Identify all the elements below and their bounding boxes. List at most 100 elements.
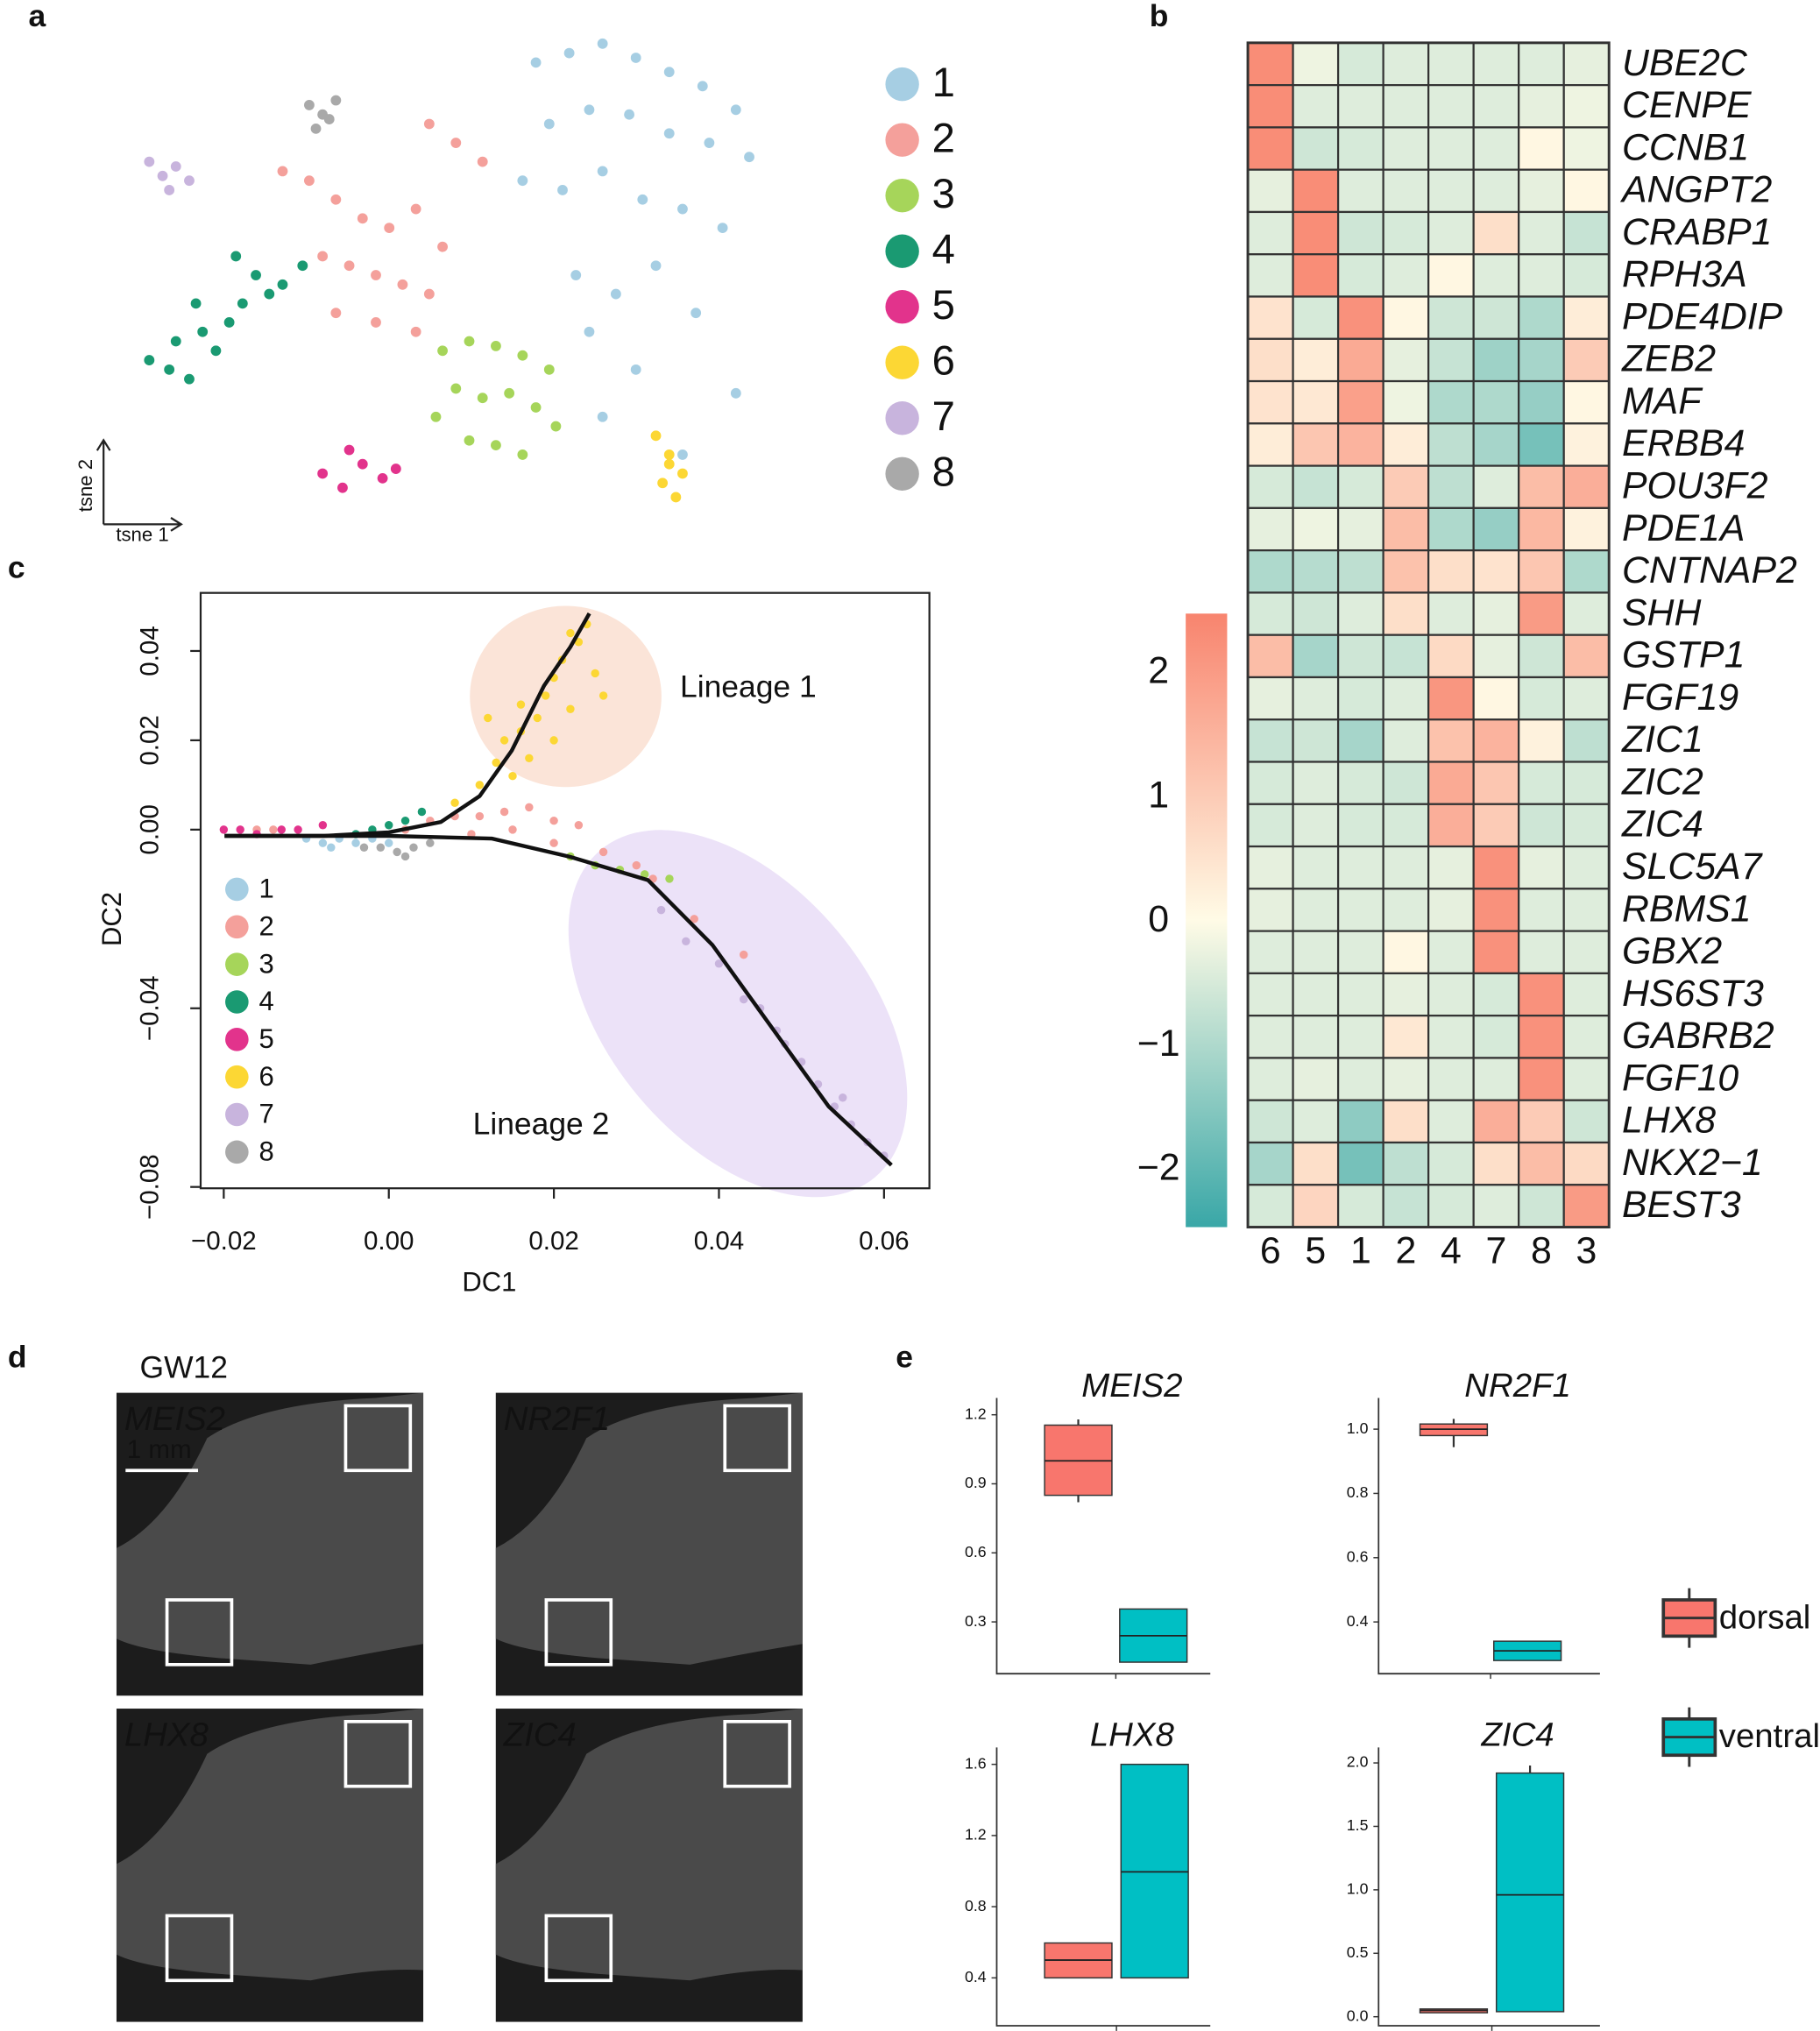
heat-cell — [1562, 464, 1611, 509]
point — [337, 482, 348, 493]
legend-label: 8 — [258, 1136, 273, 1167]
heat-cell — [1518, 845, 1565, 890]
heat-cell — [1562, 676, 1611, 721]
row-label: ZIC4 — [1621, 803, 1703, 846]
point — [663, 128, 675, 139]
point — [400, 852, 410, 861]
legend-label: 7 — [258, 1099, 273, 1129]
heat-cell — [1292, 591, 1340, 636]
heat-cell — [1336, 84, 1384, 129]
point — [598, 847, 608, 857]
point — [566, 628, 575, 638]
point — [417, 807, 427, 817]
legend-swatch — [885, 178, 919, 213]
point — [464, 435, 475, 446]
heat-cell — [1472, 464, 1520, 509]
legend-label: 6 — [932, 338, 955, 385]
point — [327, 843, 336, 852]
plot-frame — [199, 591, 931, 1190]
panel-label: b — [1150, 0, 1169, 33]
heat-cell — [1518, 84, 1565, 129]
heat-cell — [1382, 126, 1430, 171]
point — [624, 109, 634, 120]
column-label: 7 — [1485, 1229, 1506, 1271]
heat-cell — [1518, 1141, 1565, 1186]
legend-swatch — [225, 952, 249, 976]
heat-cell — [1518, 972, 1565, 1017]
heat-cell — [1292, 1015, 1340, 1059]
point — [574, 821, 584, 830]
point — [377, 472, 388, 484]
axes — [995, 1747, 1211, 2027]
heat-cell — [1336, 930, 1384, 974]
heat-cell — [1336, 126, 1384, 171]
heat-cell — [1562, 126, 1611, 171]
point — [144, 355, 155, 365]
point — [682, 937, 690, 946]
row-label: FGF10 — [1622, 1057, 1739, 1099]
heat-cell — [1246, 422, 1294, 467]
heat-cell — [1246, 41, 1294, 87]
panel-label: a — [28, 0, 46, 33]
point — [423, 288, 435, 300]
inset-box — [343, 1404, 413, 1473]
point — [557, 185, 568, 195]
point — [499, 807, 509, 817]
heat-cell — [1292, 295, 1340, 340]
point — [277, 166, 288, 177]
point — [323, 114, 335, 124]
point — [277, 825, 287, 834]
point — [190, 298, 202, 309]
heat-cell — [1562, 845, 1611, 890]
heat-cell — [1246, 845, 1294, 890]
heat-cell — [1292, 41, 1340, 87]
point — [330, 95, 342, 106]
row-label: ANGPT2 — [1619, 169, 1773, 211]
point — [550, 421, 562, 432]
point — [330, 194, 342, 205]
heat-cell — [1382, 168, 1430, 214]
point — [517, 350, 528, 361]
inset-box — [165, 1598, 234, 1667]
heat-cell — [1472, 295, 1520, 340]
point — [164, 364, 175, 375]
heat-cell — [1472, 930, 1520, 974]
heat-cell — [1246, 253, 1294, 298]
point — [690, 308, 702, 319]
heat-cell — [1336, 337, 1384, 383]
heat-cell — [1336, 253, 1384, 298]
heat-cell — [1336, 633, 1384, 679]
point — [740, 950, 748, 959]
point — [525, 754, 534, 763]
heat-cell — [1292, 633, 1340, 679]
heat-cell — [1382, 1099, 1430, 1144]
image-label: ZIC4 — [503, 1716, 577, 1754]
point — [584, 104, 595, 116]
heat-cell — [1518, 676, 1565, 721]
point — [541, 691, 550, 700]
point — [530, 57, 542, 68]
heat-cell — [1292, 972, 1340, 1017]
heat-cell — [1518, 126, 1565, 171]
heat-cell — [1472, 1184, 1520, 1228]
heat-cell — [1336, 379, 1384, 425]
legend-label: 4 — [932, 227, 955, 273]
heat-cell — [1518, 210, 1565, 256]
heat-cell — [1472, 591, 1520, 636]
point — [251, 270, 261, 280]
heat-cell — [1427, 930, 1475, 974]
heat-cell — [1472, 41, 1520, 87]
legend-label: 6 — [258, 1061, 273, 1092]
heat-cell — [1427, 718, 1475, 763]
point — [164, 185, 175, 195]
point — [330, 308, 342, 319]
heat-cell — [1292, 761, 1340, 805]
axes — [1377, 1747, 1600, 2027]
heat-cell — [1382, 930, 1430, 974]
column-label: 5 — [1305, 1229, 1326, 1271]
heat-cell — [1336, 676, 1384, 721]
heat-cell — [1246, 718, 1294, 763]
point — [430, 411, 442, 422]
row-label: ZEB2 — [1621, 338, 1716, 380]
legend-swatch — [225, 1065, 249, 1089]
